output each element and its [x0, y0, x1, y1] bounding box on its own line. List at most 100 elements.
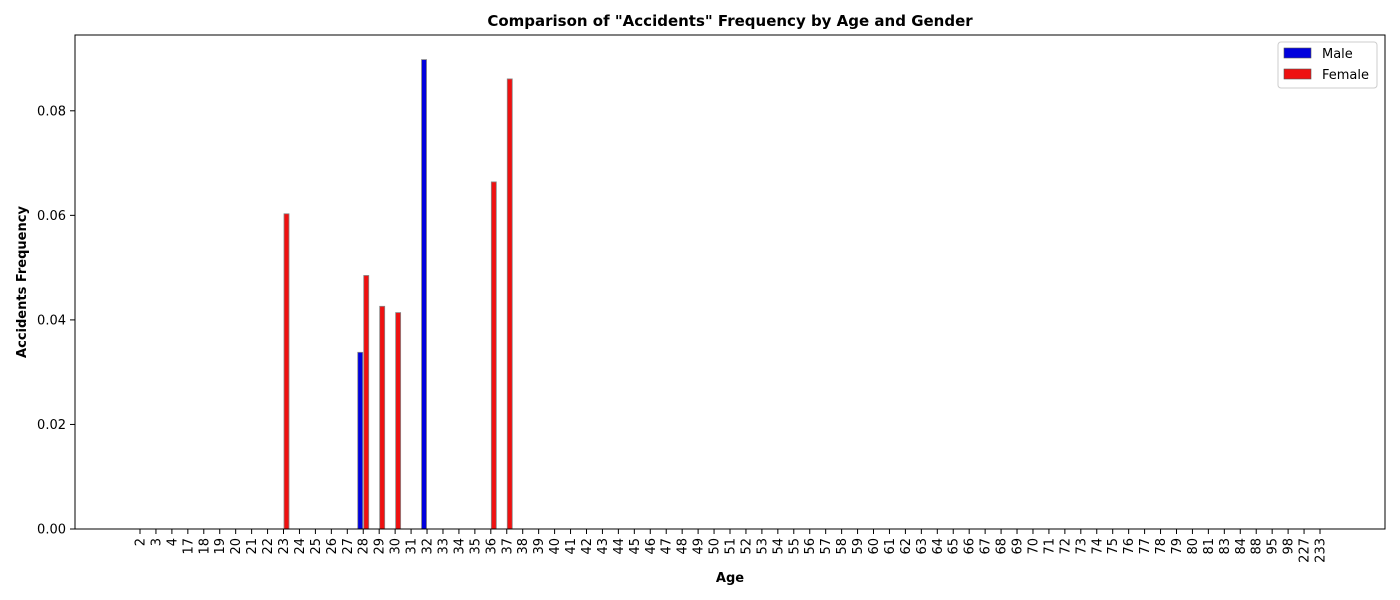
y-tick-label: 0.02	[37, 418, 66, 433]
x-tick-label: 22	[261, 538, 276, 555]
x-tick-label: 35	[468, 538, 483, 555]
y-tick-label: 0.06	[37, 209, 66, 224]
x-tick-label: 17	[181, 538, 196, 555]
legend-label-female: Female	[1322, 68, 1369, 83]
x-tick-label: 62	[899, 538, 914, 555]
x-tick-label: 72	[1058, 538, 1073, 555]
x-tick-label: 25	[309, 538, 324, 555]
x-tick-label: 38	[516, 538, 531, 555]
x-tick-label: 76	[1122, 538, 1137, 555]
x-tick-label: 64	[931, 538, 946, 555]
bar-female-30	[395, 312, 402, 530]
x-tick-label: 84	[1234, 538, 1249, 555]
bar-female-36	[490, 181, 497, 530]
x-tick-label: 41	[564, 538, 579, 555]
x-tick-label: 78	[1154, 538, 1169, 555]
x-tick-label: 57	[819, 538, 834, 555]
x-axis: 2 3 4 17 18 19 20 21 22 23 24 25 26 27 28 29 30 31 32 33 34 3…	[134, 529, 1329, 563]
x-tick-label: 71	[1042, 538, 1057, 555]
x-tick-label: 39	[532, 538, 547, 555]
x-tick-label: 26	[325, 538, 340, 555]
y-axis-title: Accidents Frequency	[15, 206, 30, 358]
x-tick-label: 45	[628, 538, 643, 555]
x-tick-label: 56	[803, 538, 818, 555]
x-tick-label: 81	[1202, 538, 1217, 555]
x-tick-label: 95	[1266, 538, 1281, 555]
x-tick-label: 51	[724, 538, 739, 555]
x-tick-label: 55	[787, 538, 802, 555]
x-tick-label: 19	[213, 538, 228, 555]
x-tick-label: 66	[963, 538, 978, 555]
x-tick-label: 27	[341, 538, 356, 555]
x-tick-label: 67	[979, 538, 994, 555]
x-tick-label: 47	[660, 538, 675, 555]
x-tick-label: 4	[165, 538, 180, 546]
x-tick-label: 36	[484, 538, 499, 555]
x-tick-label: 2	[134, 538, 149, 546]
x-tick-label: 49	[692, 538, 707, 555]
x-tick-label: 32	[421, 538, 436, 555]
x-tick-label: 75	[1106, 538, 1121, 555]
y-axis: 0.00 0.02 0.04 0.06 0.08	[37, 104, 75, 538]
x-tick-label: 24	[293, 538, 308, 555]
x-tick-label: 74	[1090, 538, 1105, 555]
x-tick-label: 63	[915, 538, 930, 555]
legend-swatch-male	[1283, 47, 1312, 59]
x-tick-label: 65	[947, 538, 962, 555]
bar-female-29	[379, 305, 386, 530]
x-tick-label: 59	[851, 538, 866, 555]
x-tick-label: 43	[596, 538, 611, 555]
x-tick-label: 23	[277, 538, 292, 555]
x-tick-label: 42	[580, 538, 595, 555]
x-tick-label: 69	[1011, 538, 1026, 555]
legend-swatch-female	[1283, 68, 1312, 80]
legend-label-male: Male	[1322, 47, 1353, 62]
x-axis-title: Age	[716, 571, 744, 586]
x-tick-label: 68	[995, 538, 1010, 555]
x-tick-label: 98	[1282, 538, 1297, 555]
x-tick-label: 30	[389, 538, 404, 555]
x-tick-label: 77	[1138, 538, 1153, 555]
x-tick-label: 44	[612, 538, 627, 555]
x-tick-label: 21	[245, 538, 260, 555]
plot-frame	[74, 34, 1386, 530]
x-tick-label: 33	[436, 538, 451, 555]
x-tick-label: 52	[739, 538, 754, 555]
x-tick-label: 50	[708, 538, 723, 555]
x-tick-label: 53	[755, 538, 770, 555]
bar-female-37	[506, 78, 513, 530]
x-tick-label: 34	[452, 538, 467, 555]
x-tick-label: 70	[1026, 538, 1041, 555]
y-tick-label: 0.04	[37, 313, 66, 328]
x-tick-label: 58	[835, 538, 850, 555]
x-tick-label: 46	[644, 538, 659, 555]
bars-layer	[283, 59, 513, 530]
legend: Male Female	[1277, 41, 1378, 89]
x-tick-label: 18	[197, 538, 212, 555]
x-tick-label: 233	[1314, 538, 1329, 563]
chart-title: Comparison of "Accidents" Frequency by A…	[487, 12, 973, 30]
x-tick-label: 73	[1074, 538, 1089, 555]
x-tick-label: 54	[771, 538, 786, 555]
x-tick-label: 28	[357, 538, 372, 555]
x-tick-label: 40	[548, 538, 563, 555]
bar-male-28	[357, 351, 364, 530]
x-tick-label: 83	[1218, 538, 1233, 555]
bar-male-32	[421, 59, 427, 530]
x-tick-label: 31	[405, 538, 420, 555]
x-tick-label: 20	[229, 538, 244, 555]
x-tick-label: 60	[867, 538, 882, 555]
bar-female-23	[283, 213, 290, 530]
x-tick-label: 227	[1298, 538, 1313, 563]
x-tick-label: 29	[373, 538, 388, 555]
y-tick-label: 0.00	[37, 523, 66, 538]
x-tick-label: 79	[1170, 538, 1185, 555]
x-tick-label: 61	[883, 538, 898, 555]
x-tick-label: 80	[1186, 538, 1201, 555]
x-tick-label: 3	[149, 538, 164, 546]
x-tick-label: 88	[1250, 538, 1265, 555]
x-tick-label: 48	[676, 538, 691, 555]
bar-female-28	[363, 275, 370, 530]
